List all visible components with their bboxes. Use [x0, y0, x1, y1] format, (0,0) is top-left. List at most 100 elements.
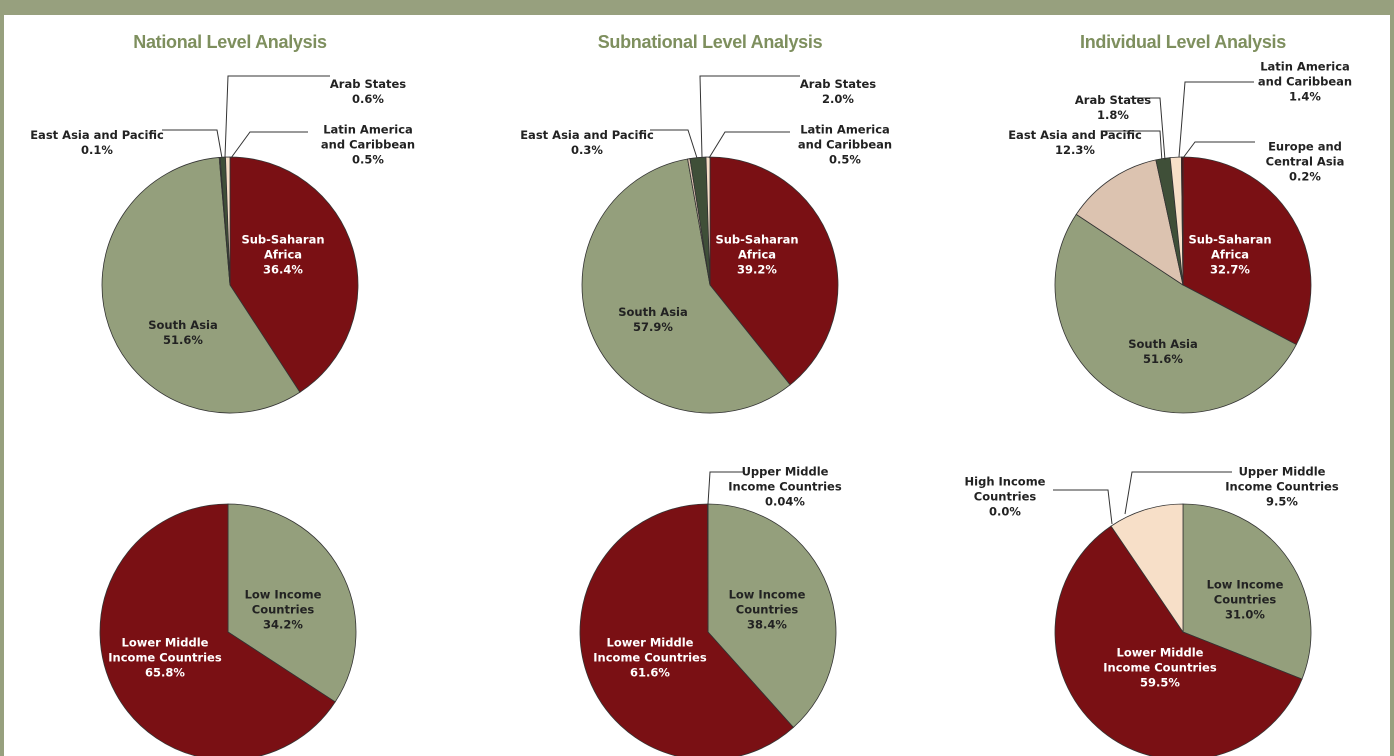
value-label: 2.0%: [822, 92, 854, 106]
leader-line: [650, 129, 698, 159]
data-label: Arab States 1.8%: [1068, 93, 1158, 123]
chart-title: Individual Level Analysis: [1080, 32, 1286, 52]
value-label: 32.7%: [1210, 262, 1250, 277]
category-label: East Asia and Pacific: [520, 128, 654, 142]
leader-line: [1178, 81, 1254, 158]
category-label: Latin America and Caribbean: [1257, 59, 1353, 89]
value-label: 0.2%: [1289, 169, 1321, 184]
chart-title: National Level Analysis: [133, 32, 327, 52]
data-label: East Asia and Pacific 12.3%: [1005, 128, 1145, 158]
category-label: Upper Middle Income Countries: [1225, 464, 1339, 494]
category-label: South Asia: [148, 318, 218, 332]
category-label: Low Income Countries: [728, 587, 806, 617]
pie-slice: [99, 503, 336, 756]
value-label: 0.6%: [352, 92, 384, 106]
category-label: Arab States: [1074, 93, 1152, 107]
pie-slice: [1110, 503, 1184, 634]
category-label: South Asia: [1128, 337, 1198, 351]
data-label: Low Income Countries 34.2%: [233, 588, 333, 633]
data-label: South Asia 51.6%: [138, 318, 228, 348]
value-label: 0.0%: [989, 504, 1021, 519]
data-label: East Asia and Pacific 0.3%: [517, 128, 657, 158]
category-label: Sub-Saharan Africa: [1188, 232, 1272, 262]
value-label: 0.5%: [829, 152, 861, 167]
pie-slice: [225, 156, 231, 286]
pie-slice: [101, 157, 301, 414]
category-label: Arab States: [799, 77, 877, 91]
pie-slice: [581, 158, 791, 414]
data-label: Latin America and Caribbean 0.5%: [313, 123, 423, 168]
data-label: Arab States 0.6%: [318, 77, 418, 107]
category-label: Lower Middle Income Countries: [1103, 645, 1217, 675]
value-label: 38.4%: [747, 617, 787, 632]
data-label: Upper Middle Income Countries 0.04%: [720, 465, 850, 510]
leader-line: [162, 129, 223, 159]
leader-line: [1104, 130, 1163, 163]
leader-line: [708, 131, 790, 159]
value-label: 0.04%: [765, 494, 805, 509]
value-label: 1.4%: [1289, 89, 1321, 104]
value-label: 12.3%: [1055, 143, 1095, 157]
value-label: 9.5%: [1266, 494, 1298, 509]
category-label: High Income Countries: [964, 474, 1046, 504]
category-label: Low Income Countries: [1206, 577, 1284, 607]
category-label: East Asia and Pacific: [30, 128, 164, 142]
value-label: 0.5%: [352, 152, 384, 167]
data-label: Low Income Countries 38.4%: [717, 588, 817, 633]
data-label: East Asia and Pacific 0.1%: [27, 128, 167, 158]
data-label: Lower Middle Income Countries 65.8%: [105, 636, 225, 681]
category-label: Latin America and Caribbean: [797, 122, 893, 152]
pie-slice: [1180, 156, 1184, 286]
data-label: Lower Middle Income Countries 61.6%: [590, 636, 710, 681]
value-label: 65.8%: [145, 665, 185, 680]
value-label: 0.3%: [571, 143, 603, 157]
value-label: 51.6%: [1143, 352, 1183, 366]
data-label: Arab States 2.0%: [788, 77, 888, 107]
category-label: Lower Middle Income Countries: [593, 635, 707, 665]
value-label: 0.1%: [81, 143, 113, 157]
pie-slice: [1075, 159, 1184, 286]
data-label: South Asia 57.9%: [608, 305, 698, 335]
data-label: Low Income Countries 31.0%: [1195, 578, 1295, 623]
data-label: Europe and Central Asia 0.2%: [1255, 140, 1355, 185]
value-label: 34.2%: [263, 617, 303, 632]
value-label: 59.5%: [1140, 675, 1180, 690]
category-label: Europe and Central Asia: [1265, 139, 1345, 169]
pie-slice: [1182, 156, 1312, 346]
value-label: 51.6%: [163, 333, 203, 347]
category-label: East Asia and Pacific: [1008, 128, 1142, 142]
leader-line: [707, 471, 745, 505]
category-label: Latin America and Caribbean: [320, 122, 416, 152]
chart-title: Subnational Level Analysis: [597, 32, 823, 52]
value-label: 57.9%: [633, 320, 673, 334]
category-label: Sub-Saharan Africa: [241, 232, 325, 262]
data-label: High Income Countries 0.0%: [960, 475, 1050, 520]
pie-slice: [1054, 213, 1297, 414]
value-label: 61.6%: [630, 665, 670, 680]
pie-slice: [707, 503, 837, 728]
data-label: Upper Middle Income Countries 9.5%: [1217, 465, 1347, 510]
leader-line: [1130, 97, 1166, 161]
leader-line: [699, 75, 800, 158]
value-label: 31.0%: [1225, 607, 1265, 622]
data-label: Lower Middle Income Countries 59.5%: [1100, 646, 1220, 691]
pie-slice: [709, 156, 839, 386]
leader-line: [1124, 471, 1232, 515]
value-label: 36.4%: [263, 262, 303, 277]
category-label: South Asia: [618, 305, 688, 319]
data-label: Sub-Saharan Africa 36.4%: [238, 233, 328, 278]
leader-line: [1182, 141, 1255, 159]
pie-slice: [1182, 503, 1312, 680]
category-label: Lower Middle Income Countries: [108, 635, 222, 665]
category-label: Low Income Countries: [244, 587, 322, 617]
pie-slice: [1054, 525, 1303, 756]
data-label: Sub-Saharan Africa 32.7%: [1185, 233, 1275, 278]
data-label: South Asia 51.6%: [1118, 337, 1208, 367]
category-label: Upper Middle Income Countries: [728, 464, 842, 494]
value-label: 39.2%: [737, 262, 777, 277]
category-label: Arab States: [329, 77, 407, 91]
leader-line: [224, 75, 330, 158]
leader-line: [1053, 489, 1113, 525]
